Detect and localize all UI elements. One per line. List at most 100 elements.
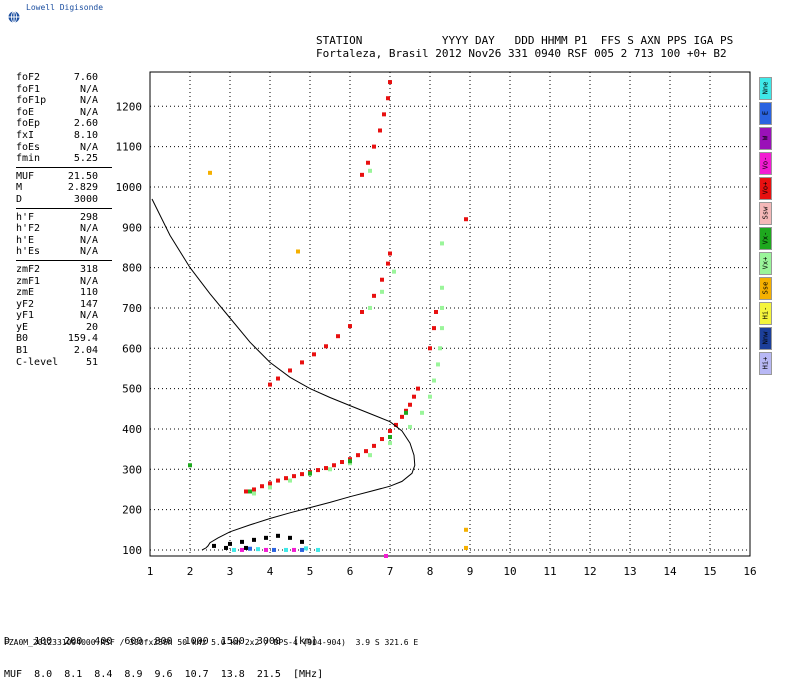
echo-point <box>268 481 272 486</box>
param-value: N/A <box>79 106 98 118</box>
param-value: 2.04 <box>73 345 98 357</box>
echo-point <box>324 344 328 349</box>
echo-point <box>300 539 304 544</box>
echo-point <box>432 326 436 331</box>
param-name: foF1p <box>16 95 47 107</box>
legend-label: W <box>761 135 770 141</box>
legend-label: Ssw <box>761 206 770 220</box>
param-value: 5.25 <box>73 153 98 165</box>
echo-point <box>388 441 392 446</box>
param-value: 7.60 <box>73 72 98 83</box>
echo-point <box>252 487 256 492</box>
echo-point <box>284 476 288 481</box>
echo-point <box>252 537 256 542</box>
echo-point <box>260 484 264 489</box>
muf-row: MUF 8.0 8.1 8.4 8.9 9.6 10.7 13.8 21.5 [… <box>4 669 324 680</box>
echo-point <box>464 545 468 550</box>
echo-point <box>240 539 244 544</box>
legend-swatch: Ssw <box>759 202 772 225</box>
echo-point <box>268 382 272 387</box>
param-name: C-level <box>16 356 59 368</box>
echo-point <box>276 533 280 538</box>
legend-swatch: Nnw <box>759 327 772 350</box>
param-row: foEs N/A <box>16 142 98 154</box>
param-row: C-level 51 <box>16 357 98 369</box>
echo-point <box>428 394 432 399</box>
polarization-legend: Nne E W Vo- Vo+ Ssw Vx- Vx+ Sse Hi- Nnw Hi+ <box>759 77 772 377</box>
param-value: N/A <box>79 234 98 246</box>
echo-point <box>416 386 420 391</box>
echo-point <box>428 346 432 351</box>
param-name: zmE <box>16 287 35 299</box>
param-value: 51 <box>85 356 98 368</box>
x-tick-label: 7 <box>387 565 394 578</box>
x-tick-label: 5 <box>307 565 314 578</box>
param-name: h'F <box>16 211 35 223</box>
param-row: D 3000 <box>16 194 98 206</box>
legend-swatch: W <box>759 127 772 150</box>
param-name: yE <box>16 321 29 333</box>
param-row: yF2 147 <box>16 299 98 311</box>
echo-point <box>464 527 468 532</box>
echo-point <box>268 485 272 490</box>
param-name: foEs <box>16 141 41 153</box>
param-value: N/A <box>79 141 98 153</box>
param-name: foF2 <box>16 72 41 83</box>
param-value: 159.4 <box>67 333 98 345</box>
echo-point <box>372 293 376 298</box>
param-value: 20 <box>85 321 98 333</box>
echo-point <box>272 547 276 552</box>
x-tick-label: 13 <box>623 565 636 578</box>
y-tick-label: 900 <box>122 221 142 234</box>
param-name: yF1 <box>16 310 35 322</box>
echo-point <box>224 545 228 550</box>
legend-label: Vo+ <box>761 181 770 195</box>
echo-point <box>368 168 372 173</box>
param-row: fmin 5.25 <box>16 153 98 165</box>
echo-point <box>360 309 364 314</box>
param-name: h'F2 <box>16 223 41 235</box>
param-row: foE N/A <box>16 107 98 119</box>
echo-point <box>436 362 440 367</box>
echo-point <box>300 547 304 552</box>
param-value: N/A <box>79 246 98 258</box>
param-separator <box>16 166 112 168</box>
param-row: foF1p N/A <box>16 95 98 107</box>
echo-point <box>384 554 388 558</box>
ionogram-plot: 1 2 3 4 5 6 7 8 9 10 11 12 13 14 15 1610020030040050060… <box>116 71 757 578</box>
x-tick-label: 8 <box>427 565 434 578</box>
x-tick-label: 16 <box>743 565 756 578</box>
x-tick-label: 14 <box>663 565 677 578</box>
x-tick-label: 1 <box>147 565 154 578</box>
param-row: fxI 8.10 <box>16 130 98 142</box>
param-row: zmF1 N/A <box>16 276 98 288</box>
echo-point <box>336 334 340 339</box>
echo-point <box>300 472 304 477</box>
legend-label: Vx+ <box>761 256 770 270</box>
echo-point <box>308 471 312 476</box>
y-tick-label: 1200 <box>116 100 143 113</box>
legend-swatch: Hi+ <box>759 352 772 375</box>
param-row: foF2 7.60 <box>16 72 98 84</box>
legend-label: E <box>761 110 770 116</box>
echo-point <box>368 305 372 310</box>
echo-point <box>378 128 382 133</box>
plot-frame <box>149 71 751 557</box>
y-tick-label: 1100 <box>116 141 143 154</box>
param-name: foE <box>16 106 35 118</box>
legend-swatch: Nne <box>759 77 772 100</box>
param-value: 110 <box>79 287 98 299</box>
echo-point <box>228 541 232 546</box>
param-value: N/A <box>79 310 98 322</box>
param-name: MUF <box>16 170 35 182</box>
echo-point <box>404 408 408 413</box>
legend-label: Sse <box>761 281 770 295</box>
echo-point <box>288 478 292 483</box>
echo-point <box>412 394 416 399</box>
y-tick-label: 400 <box>122 423 142 436</box>
echo-point <box>284 547 288 552</box>
param-value: 298 <box>79 211 98 223</box>
echo-point <box>420 410 424 415</box>
echo-point <box>388 435 392 440</box>
param-row: B0 159.4 <box>16 333 98 345</box>
